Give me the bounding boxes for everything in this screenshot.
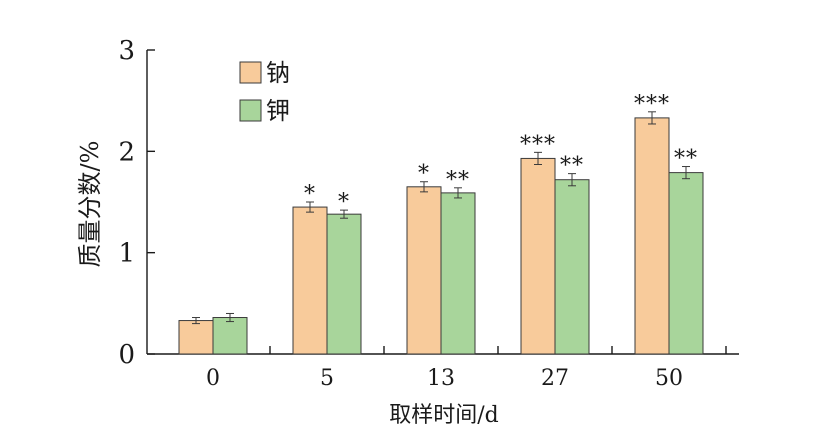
x-axis-title: 取样时间/d bbox=[389, 403, 499, 428]
x-tick-label: 13 bbox=[427, 366, 455, 391]
legend-swatch bbox=[239, 99, 262, 122]
y-axis-title: 质量分数/% bbox=[76, 141, 104, 268]
bar bbox=[634, 117, 670, 355]
bar bbox=[292, 206, 328, 355]
x-tick-label: 27 bbox=[541, 366, 569, 391]
y-tick-label: 3 bbox=[118, 36, 135, 66]
significance-label: *** bbox=[520, 132, 556, 157]
x-tick-label: 50 bbox=[655, 366, 683, 391]
bar bbox=[440, 192, 476, 355]
bar bbox=[406, 186, 442, 355]
significance-label: ** bbox=[674, 147, 698, 172]
bar bbox=[326, 213, 362, 355]
significance-label: * bbox=[418, 162, 430, 187]
significance-label: ** bbox=[446, 168, 470, 193]
significance-label: * bbox=[304, 182, 316, 207]
legend-swatch bbox=[239, 61, 262, 84]
bar bbox=[554, 179, 590, 355]
bar bbox=[178, 320, 214, 355]
legend-label: 钾 bbox=[266, 97, 290, 125]
legend: 钠钾 bbox=[239, 59, 290, 125]
significance-label: ** bbox=[560, 154, 584, 179]
x-tick-label: 5 bbox=[320, 366, 334, 391]
bar bbox=[668, 172, 704, 355]
legend-label: 钠 bbox=[266, 59, 290, 87]
significance-label: * bbox=[338, 190, 350, 215]
y-tick-label: 2 bbox=[118, 137, 135, 167]
y-tick-label: 0 bbox=[118, 340, 135, 370]
x-tick-label: 0 bbox=[206, 366, 220, 391]
bar bbox=[520, 157, 556, 355]
bar bbox=[212, 317, 248, 355]
significance-label: *** bbox=[634, 92, 670, 117]
y-tick-label: 1 bbox=[118, 239, 135, 269]
